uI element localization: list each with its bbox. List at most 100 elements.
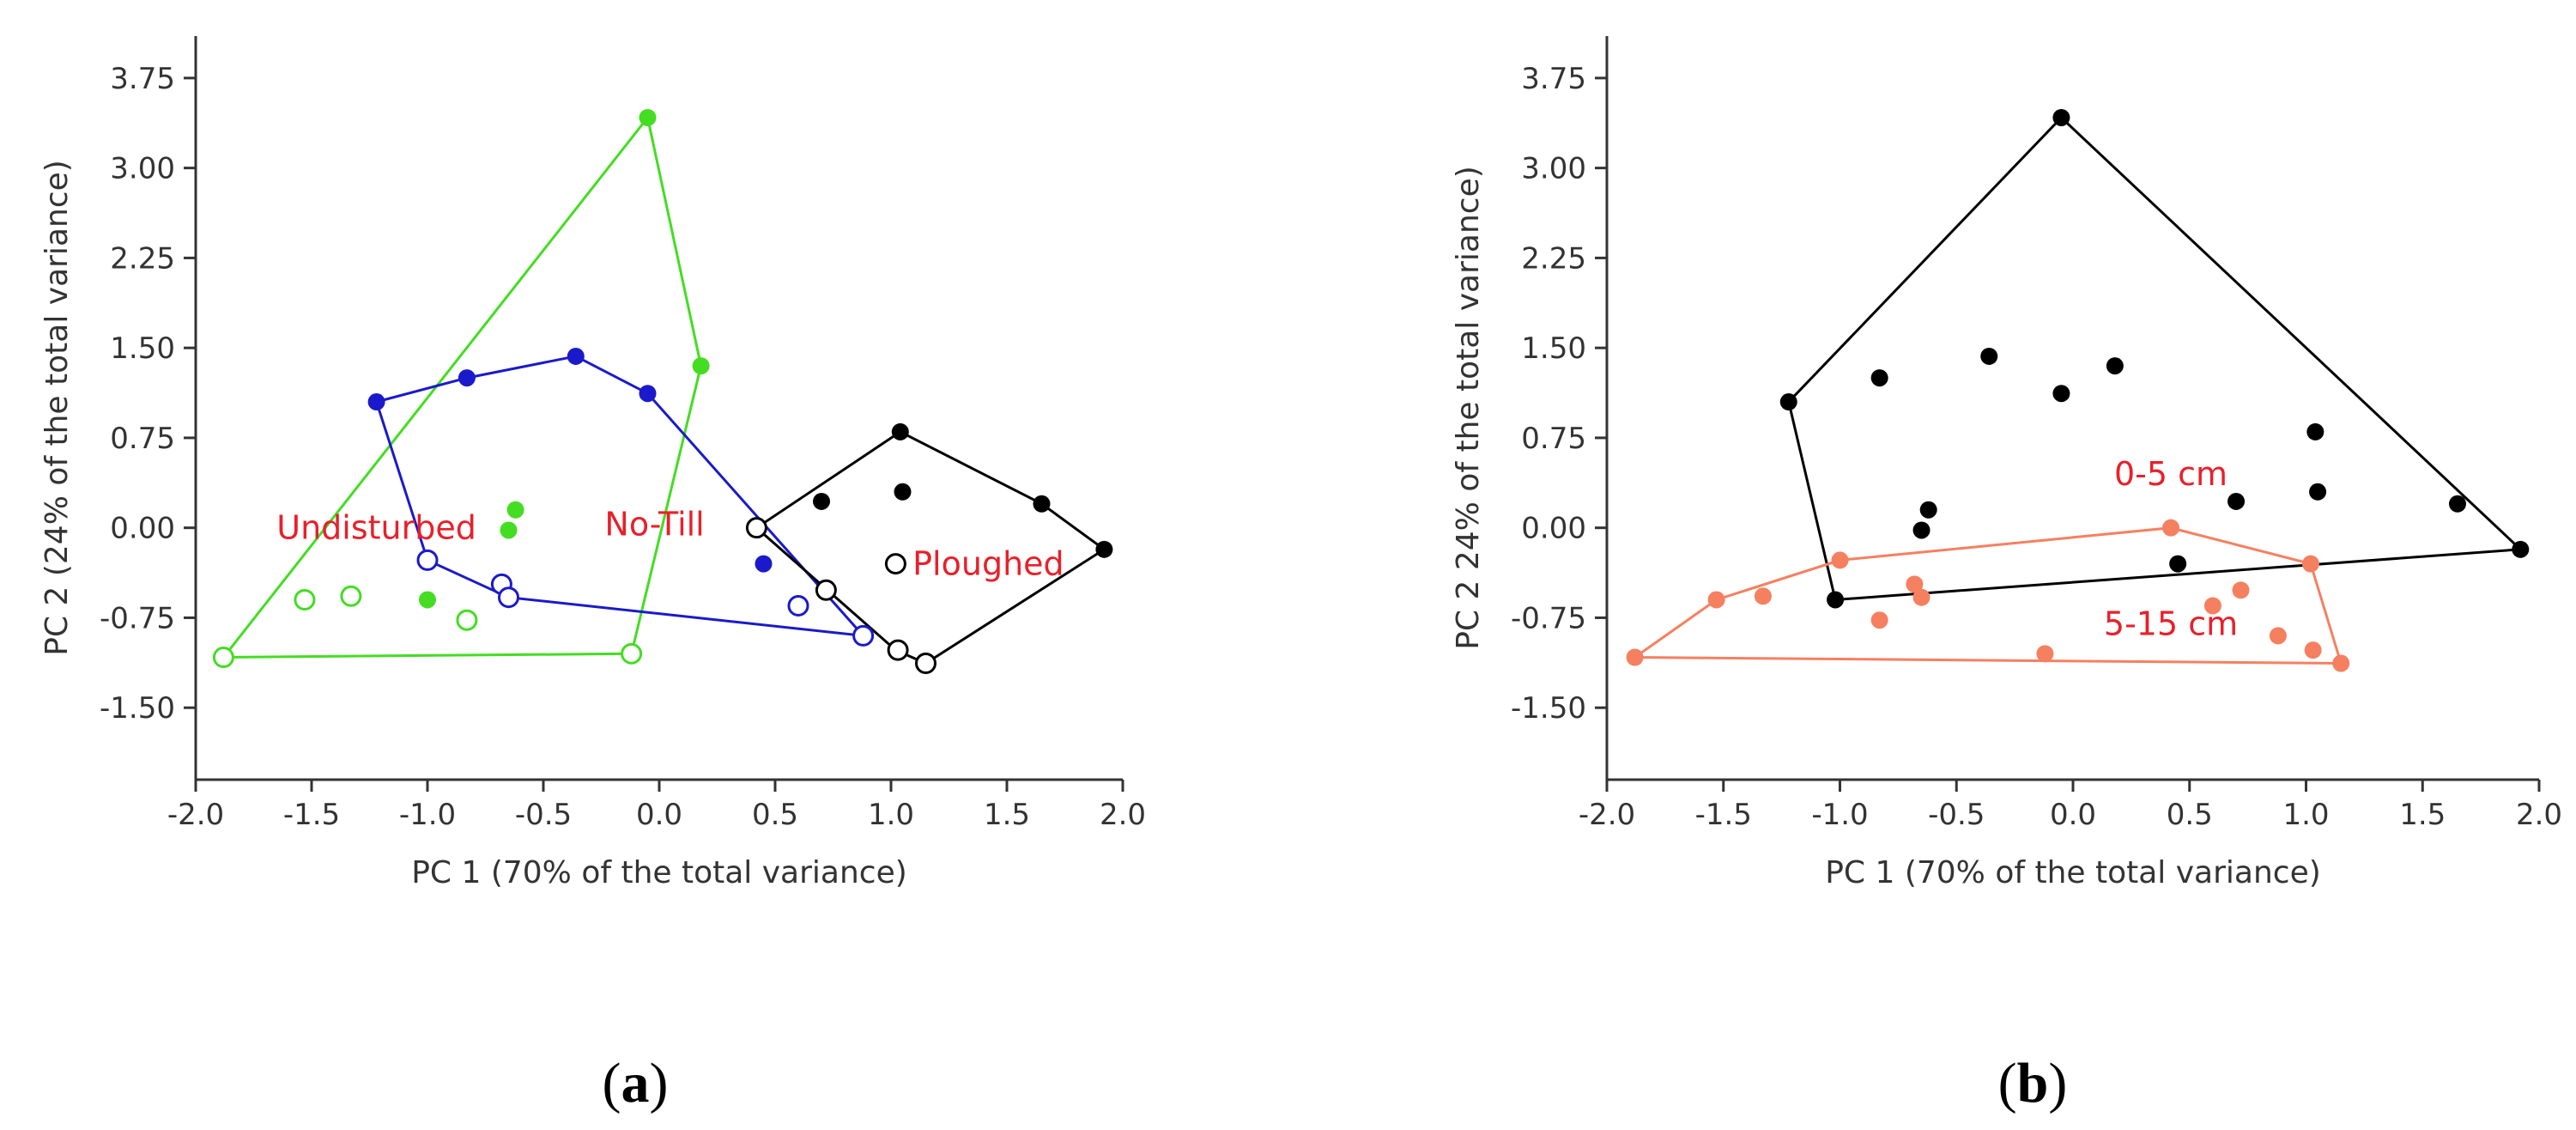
panel-a-x-tick-label: 2.0	[1100, 798, 1146, 832]
panel-a-letter: a	[621, 1052, 650, 1115]
panel-a-point-ploughed-5-15-cm	[915, 653, 936, 675]
panel-b-x-tick-label: 1.5	[2399, 798, 2446, 832]
panel-b-letter: b	[2017, 1052, 2049, 1115]
panel-a-hull-no-till	[374, 355, 867, 638]
panel-a-y-tick-label: -0.75	[100, 601, 175, 635]
panel-a-point-ploughed-0-5-cm	[1095, 540, 1113, 558]
panel-a-point-undisturbed-0-5-cm	[506, 501, 524, 519]
panel-b-point-0-5-cm	[2052, 385, 2070, 403]
panel-b-point-5-15-cm	[1870, 611, 1888, 629]
panel-a-x-axis-title: PC 1 (70% of the total variance)	[411, 855, 907, 890]
panel-a-x-tick-label: -1.0	[399, 798, 456, 832]
panel-b-point-0-5-cm	[2052, 108, 2070, 126]
panel-b-hull-0-5-cm	[1787, 115, 2524, 602]
panel-a-y-tick-label: 1.50	[110, 331, 175, 366]
panel-b-point-5-15-cm	[1912, 588, 1930, 606]
panel-a-point-no-till-5-15-cm	[852, 624, 875, 647]
panel-b-point-0-5-cm	[1919, 501, 1937, 519]
panel-a-point-undisturbed-0-5-cm	[639, 108, 657, 126]
panel-a-x-tick-label: 1.5	[984, 798, 1030, 832]
panel-a-point-undisturbed-0-5-cm	[692, 357, 710, 375]
panel-a-point-undisturbed-5-15-cm	[340, 585, 362, 607]
panel-a-y-tick-label: 0.75	[110, 422, 175, 456]
panel-a-point-undisturbed-5-15-cm	[456, 609, 478, 631]
panel-a-point-ploughed-0-5-cm	[894, 483, 912, 501]
panel-b-point-0-5-cm	[1870, 369, 1888, 387]
panel-b-point-0-5-cm	[1980, 347, 1998, 365]
panel-b-point-5-15-cm	[2162, 519, 2180, 537]
panel-b-point-5-15-cm	[2203, 597, 2221, 615]
panel-b-point-0-5-cm	[2448, 495, 2466, 513]
panel-b-point-0-5-cm	[1912, 521, 1930, 539]
panel-b-point-5-15-cm	[2232, 581, 2250, 599]
panel-b-y-tick-label: 1.50	[1521, 331, 1586, 366]
panel-b-y-tick-label: 0.75	[1521, 422, 1586, 456]
panel-b-point-0-5-cm	[2169, 555, 2187, 573]
panel-a-point-no-till-0-5-cm	[367, 393, 385, 411]
panel-a-point-no-till-5-15-cm	[498, 586, 519, 609]
panel-b-point-5-15-cm	[2269, 627, 2287, 645]
panel-b-point-5-15-cm	[1831, 551, 1849, 569]
panel-a-point-undisturbed-0-5-cm	[419, 591, 436, 609]
panel-b-annotation-0-5-cm: 0-5 cm	[2114, 455, 2227, 493]
panel-a-point-no-till-5-15-cm	[787, 594, 809, 617]
panel-b-point-0-5-cm	[1779, 393, 1797, 411]
panel-a-chart: 3.75 3.00 2.25 1.50 0.75 0.00 -0.75 -1.50 -2.0 -1…	[39, 36, 1146, 890]
panel-a-y-tick-label: 2.25	[110, 241, 175, 276]
panel-a-y-axis-title: PC 2 (24% of the total variance)	[39, 160, 75, 656]
panel-a-point-no-till-5-15-cm	[416, 549, 439, 571]
panel-b-point-0-5-cm	[2512, 540, 2530, 558]
panel-a-point-no-till-0-5-cm	[639, 385, 657, 403]
panel-a-point-undisturbed-5-15-cm	[294, 588, 316, 611]
panel-a-point-ploughed-5-15-cm	[815, 579, 837, 601]
panel-a-point-ploughed-5-15-cm	[884, 553, 906, 575]
panel-b-point-5-15-cm	[1707, 591, 1725, 609]
panel-a-y-tick-label: -1.50	[100, 691, 175, 726]
panel-a-point-undisturbed-0-5-cm	[500, 521, 518, 539]
panel-b-point-5-15-cm	[1754, 587, 1772, 605]
panel-a-x-tick-label: 0.0	[636, 798, 682, 832]
panel-a-label: (a)	[603, 1052, 669, 1115]
panel-b-point-0-5-cm	[2106, 357, 2124, 375]
panel-a-y-tick-label: 3.75	[110, 62, 175, 96]
panel-b-y-tick-label: 3.00	[1521, 152, 1586, 186]
panel-b-x-tick-label: 1.0	[2282, 798, 2329, 832]
panel-b-x-tick-label: -1.5	[1695, 798, 1752, 832]
panel-a-y-tick-label: 0.00	[110, 512, 175, 546]
panel-a-x-tick-label: 1.0	[868, 798, 914, 832]
panel-b-point-0-5-cm	[2306, 422, 2324, 440]
panel-a-point-no-till-0-5-cm	[458, 369, 476, 387]
panel-b-point-5-15-cm	[2332, 654, 2350, 672]
panel-a-point-ploughed-5-15-cm	[745, 517, 767, 539]
panel-a-annotation-ploughed: Ploughed	[912, 545, 1064, 583]
panel-b-point-5-15-cm	[2304, 641, 2322, 659]
panel-a-point-undisturbed-5-15-cm	[621, 642, 643, 665]
panel-a-point-undisturbed-5-15-cm	[212, 647, 234, 669]
panel-a-point-ploughed-0-5-cm	[891, 422, 909, 440]
panel-b-y-tick-label: -0.75	[1511, 601, 1586, 635]
panel-b-y-tick-label: -1.50	[1511, 691, 1586, 726]
panel-b-x-tick-label: -2.0	[1579, 798, 1635, 832]
panel-b-y-tick-label: 2.25	[1521, 241, 1586, 276]
panel-a-point-no-till-0-5-cm	[755, 555, 773, 573]
panel-b-chart: 3.75 3.00 2.25 1.50 0.75 0.00 -0.75 -1.50 -2.0 -1…	[1451, 36, 2562, 890]
panel-b-x-axis-title: PC 1 (70% of the total variance)	[1825, 855, 2321, 890]
panel-a-point-ploughed-5-15-cm	[887, 639, 909, 661]
panel-b-x-tick-label: -1.0	[1811, 798, 1868, 832]
panel-b-annotation-5-15-cm: 5-15 cm	[2104, 604, 2238, 642]
panel-a-x-tick-label: -1.5	[283, 798, 340, 832]
panel-a-point-ploughed-0-5-cm	[813, 492, 830, 510]
panel-b-y-axis-title: PC 2 24% of the total variance)	[1451, 166, 1486, 650]
panel-b-x-tick-label: -0.5	[1928, 798, 1985, 832]
panel-b-point-0-5-cm	[1827, 591, 1845, 609]
panel-b-label: (b)	[1998, 1052, 2068, 1115]
panel-a-point-ploughed-0-5-cm	[1033, 495, 1051, 513]
panel-b-y-tick-label: 0.00	[1521, 512, 1586, 546]
panel-a-point-no-till-0-5-cm	[567, 347, 585, 365]
panel-b-point-0-5-cm	[2227, 492, 2246, 510]
panel-b-point-5-15-cm	[2301, 555, 2319, 573]
panel-b-point-5-15-cm	[2036, 645, 2054, 663]
panel-a-x-tick-label: -0.5	[515, 798, 572, 832]
panel-b-x-tick-label: 0.5	[2167, 798, 2213, 832]
